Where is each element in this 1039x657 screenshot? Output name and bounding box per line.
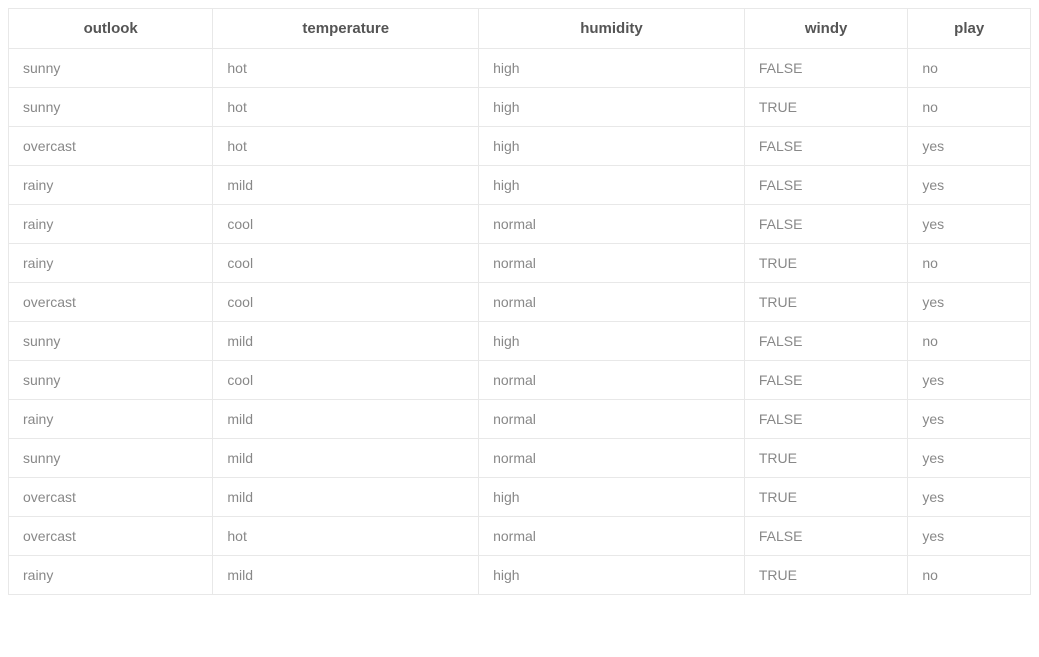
table-row: sunny hot high TRUE no [9,88,1031,127]
table-row: rainy cool normal FALSE yes [9,205,1031,244]
cell: yes [908,166,1031,205]
cell: FALSE [744,166,908,205]
cell: TRUE [744,556,908,595]
cell: no [908,556,1031,595]
header-temperature: temperature [213,9,479,49]
cell: cool [213,283,479,322]
cell: FALSE [744,127,908,166]
cell: TRUE [744,244,908,283]
cell: overcast [9,127,213,166]
cell: TRUE [744,88,908,127]
cell: yes [908,478,1031,517]
header-windy: windy [744,9,908,49]
cell: normal [479,439,745,478]
cell: yes [908,361,1031,400]
cell: mild [213,322,479,361]
cell: no [908,88,1031,127]
table-row: overcast cool normal TRUE yes [9,283,1031,322]
cell: TRUE [744,283,908,322]
cell: normal [479,361,745,400]
cell: normal [479,400,745,439]
cell: sunny [9,88,213,127]
cell: no [908,49,1031,88]
table-row: rainy mild normal FALSE yes [9,400,1031,439]
table-row: sunny cool normal FALSE yes [9,361,1031,400]
cell: sunny [9,49,213,88]
cell: rainy [9,244,213,283]
cell: yes [908,283,1031,322]
cell: hot [213,49,479,88]
cell: FALSE [744,517,908,556]
table-row: rainy mild high FALSE yes [9,166,1031,205]
cell: rainy [9,166,213,205]
cell: high [479,127,745,166]
cell: high [479,88,745,127]
cell: FALSE [744,205,908,244]
cell: mild [213,556,479,595]
cell: overcast [9,283,213,322]
cell: cool [213,205,479,244]
table-row: sunny hot high FALSE no [9,49,1031,88]
cell: hot [213,88,479,127]
cell: overcast [9,478,213,517]
cell: hot [213,127,479,166]
cell: sunny [9,439,213,478]
cell: yes [908,205,1031,244]
cell: normal [479,283,745,322]
cell: mild [213,400,479,439]
table-head: outlook temperature humidity windy play [9,9,1031,49]
cell: mild [213,478,479,517]
cell: yes [908,439,1031,478]
cell: sunny [9,361,213,400]
cell: sunny [9,322,213,361]
data-table: outlook temperature humidity windy play … [8,8,1031,595]
table-row: overcast hot normal FALSE yes [9,517,1031,556]
cell: high [479,322,745,361]
cell: rainy [9,400,213,439]
cell: cool [213,244,479,283]
cell: yes [908,517,1031,556]
header-play: play [908,9,1031,49]
table-row: overcast mild high TRUE yes [9,478,1031,517]
cell: cool [213,361,479,400]
cell: yes [908,400,1031,439]
cell: rainy [9,556,213,595]
table-row: rainy cool normal TRUE no [9,244,1031,283]
table-body: sunny hot high FALSE no sunny hot high T… [9,49,1031,595]
cell: normal [479,244,745,283]
cell: no [908,322,1031,361]
cell: FALSE [744,322,908,361]
header-row: outlook temperature humidity windy play [9,9,1031,49]
table-row: sunny mild normal TRUE yes [9,439,1031,478]
cell: FALSE [744,400,908,439]
header-humidity: humidity [479,9,745,49]
cell: mild [213,439,479,478]
cell: overcast [9,517,213,556]
cell: normal [479,517,745,556]
cell: hot [213,517,479,556]
cell: high [479,478,745,517]
cell: mild [213,166,479,205]
cell: FALSE [744,361,908,400]
cell: yes [908,127,1031,166]
cell: TRUE [744,439,908,478]
table-row: rainy mild high TRUE no [9,556,1031,595]
cell: high [479,49,745,88]
table-row: overcast hot high FALSE yes [9,127,1031,166]
cell: high [479,166,745,205]
table-row: sunny mild high FALSE no [9,322,1031,361]
cell: no [908,244,1031,283]
cell: high [479,556,745,595]
cell: normal [479,205,745,244]
header-outlook: outlook [9,9,213,49]
cell: FALSE [744,49,908,88]
cell: TRUE [744,478,908,517]
cell: rainy [9,205,213,244]
